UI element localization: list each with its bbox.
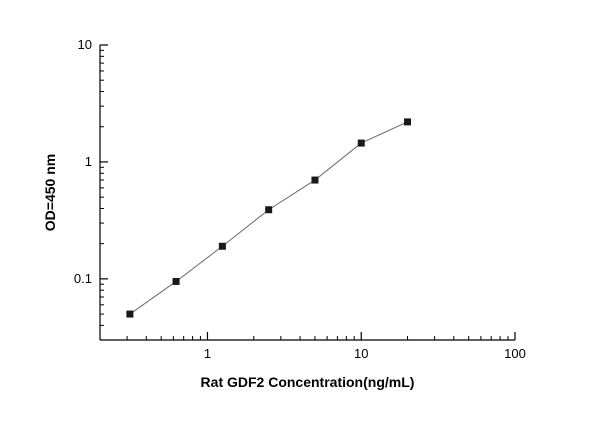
axes: 1 10 100 0.1 1 10 bbox=[74, 37, 526, 361]
data-point-marker bbox=[126, 310, 134, 318]
data-point-marker bbox=[404, 118, 412, 126]
data-point-marker bbox=[357, 139, 365, 147]
y-tick-label: 10 bbox=[78, 37, 92, 52]
y-tick-label: 0.1 bbox=[74, 271, 92, 286]
x-tick-label: 100 bbox=[504, 346, 526, 361]
y-axis-label: OD=450 nm bbox=[42, 154, 58, 231]
series-standard-curve bbox=[126, 118, 412, 318]
x-axis-label: Rat GDF2 Concentration(ng/mL) bbox=[201, 374, 415, 390]
x-tick-label: 10 bbox=[354, 346, 368, 361]
data-point-marker bbox=[311, 176, 319, 184]
x-tick-label: 1 bbox=[204, 346, 211, 361]
data-point-marker bbox=[265, 206, 273, 214]
data-point-marker bbox=[172, 277, 180, 285]
data-point-marker bbox=[218, 242, 226, 250]
series-line bbox=[129, 121, 408, 315]
y-tick-label: 1 bbox=[85, 154, 92, 169]
